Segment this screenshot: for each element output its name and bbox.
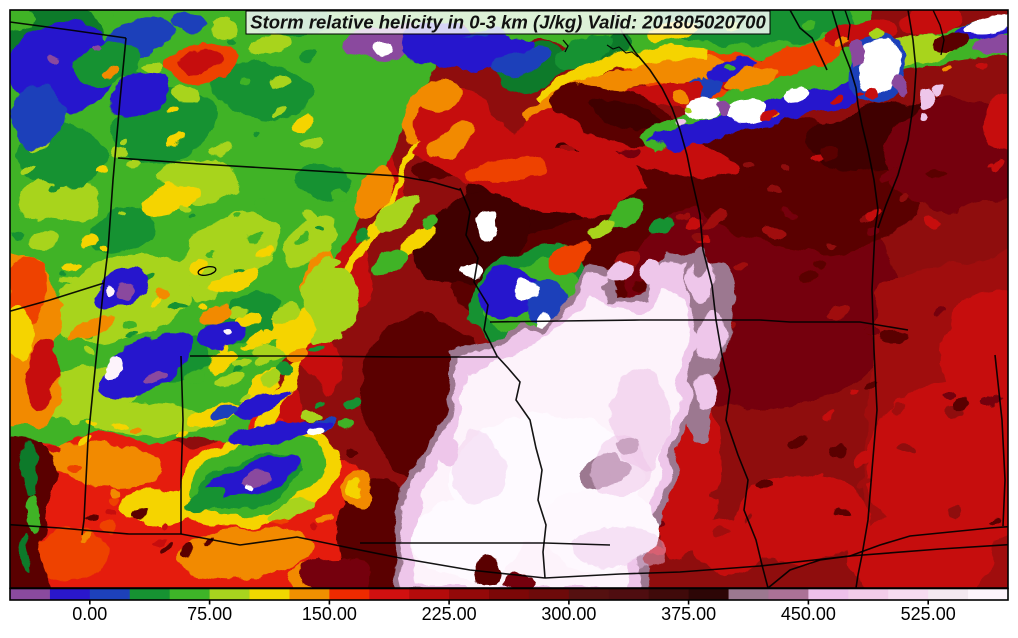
svg-text:75.00: 75.00 (187, 604, 232, 624)
svg-text:375.00: 375.00 (661, 604, 716, 624)
svg-text:450.00: 450.00 (781, 604, 836, 624)
svg-text:525.00: 525.00 (901, 604, 956, 624)
svg-text:Storm relative helicity in 0-3: Storm relative helicity in 0-3 km (J/kg)… (250, 12, 766, 33)
svg-text:225.00: 225.00 (422, 604, 477, 624)
svg-text:150.00: 150.00 (302, 604, 357, 624)
svg-text:0.00: 0.00 (72, 604, 107, 624)
svg-text:300.00: 300.00 (541, 604, 596, 624)
